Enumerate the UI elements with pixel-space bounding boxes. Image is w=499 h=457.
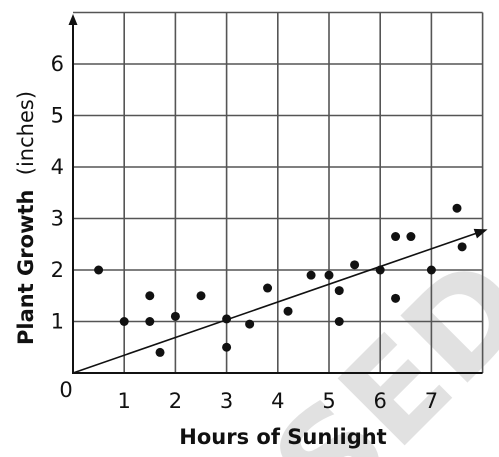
y-axis-title-main: Plant Growth bbox=[14, 190, 38, 345]
origin-label: 0 bbox=[59, 378, 72, 402]
y-axis-title-unit: (inches) bbox=[14, 91, 38, 175]
data-point bbox=[391, 232, 401, 242]
data-point bbox=[452, 203, 462, 213]
data-point bbox=[222, 314, 232, 324]
data-point bbox=[283, 306, 293, 316]
data-point bbox=[145, 291, 155, 301]
y-tick-label: 4 bbox=[51, 155, 64, 179]
data-point bbox=[155, 347, 165, 357]
data-point bbox=[119, 317, 129, 326]
data-point bbox=[406, 232, 416, 242]
data-point bbox=[94, 265, 104, 275]
y-tick-label: 3 bbox=[51, 207, 64, 231]
data-point bbox=[245, 319, 255, 329]
x-axis-title: Hours of Sunlight bbox=[179, 425, 386, 449]
x-tick-label: 1 bbox=[118, 389, 131, 413]
data-point bbox=[391, 293, 401, 303]
x-tick-label: 2 bbox=[169, 389, 182, 413]
x-tick-label: 6 bbox=[374, 389, 387, 413]
y-axis-arrowhead bbox=[68, 14, 78, 25]
data-point bbox=[350, 260, 360, 270]
data-point bbox=[196, 291, 206, 301]
x-tick-label: 4 bbox=[271, 389, 284, 413]
trend-line bbox=[72, 231, 480, 374]
data-point bbox=[170, 311, 180, 321]
data-point bbox=[457, 242, 467, 252]
trend-line-arrowhead bbox=[473, 228, 488, 239]
data-point bbox=[375, 265, 385, 275]
x-tick-label: 3 bbox=[220, 389, 233, 413]
y-tick-label: 6 bbox=[51, 52, 64, 76]
data-point bbox=[324, 270, 334, 280]
y-axis-title: Plant Growth (inches) bbox=[14, 91, 38, 345]
y-tick-label: 1 bbox=[51, 310, 64, 334]
data-point bbox=[334, 286, 344, 296]
axes bbox=[68, 14, 483, 374]
data-point bbox=[426, 265, 436, 275]
data-point bbox=[222, 342, 232, 352]
x-tick-label: 5 bbox=[322, 389, 335, 413]
grid bbox=[73, 11, 484, 373]
y-tick-label: 2 bbox=[51, 258, 64, 282]
y-tick-label: 5 bbox=[51, 104, 64, 128]
data-point bbox=[145, 317, 155, 326]
watermark-text: SED bbox=[244, 229, 499, 457]
data-point bbox=[334, 317, 344, 326]
data-point bbox=[263, 283, 273, 293]
x-tick-label: 7 bbox=[425, 389, 438, 413]
data-point bbox=[306, 270, 316, 280]
